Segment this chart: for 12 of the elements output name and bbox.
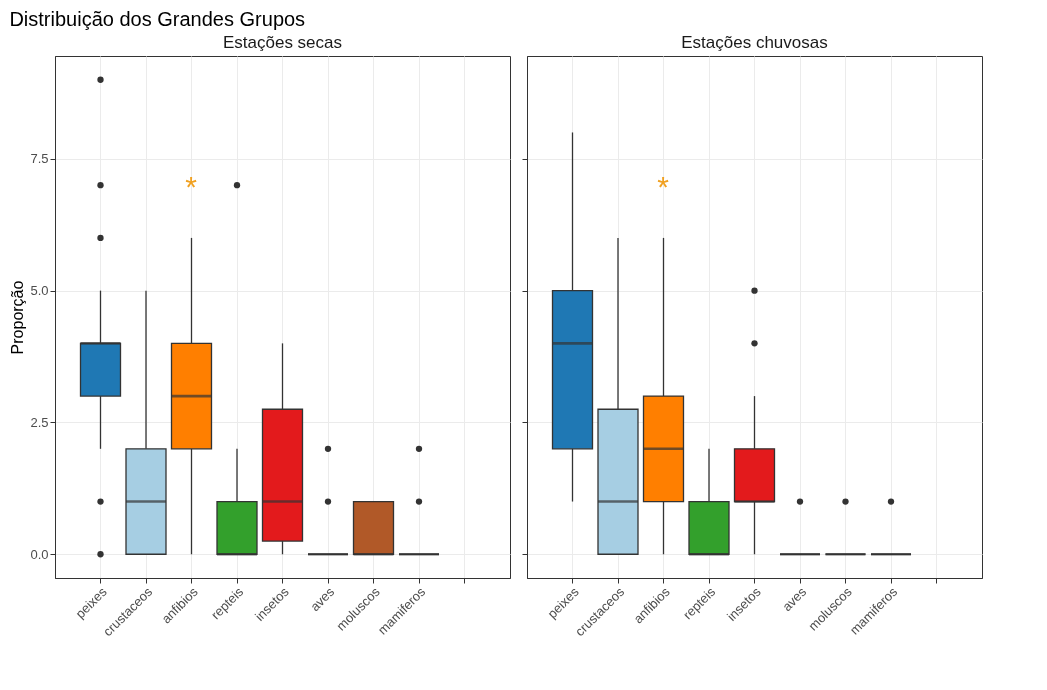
x-tick-label: aves (307, 583, 338, 615)
chart-title: Distribuição dos Grandes Grupos (9, 7, 306, 30)
annotation: * (657, 170, 670, 203)
y-tick-label: 5.0 (30, 283, 49, 299)
x-tick-label: aves (779, 583, 810, 615)
y-tick-label: 7.5 (30, 151, 49, 167)
y-tick-label: 2.5 (30, 414, 49, 430)
chart-subtitle: Estações secas (222, 33, 343, 52)
y-tick-label: 0.0 (30, 546, 49, 562)
chart-subtitle: Estações chuvosas (681, 33, 828, 52)
y-axis-title: Proporção (9, 280, 27, 355)
annotation: * (185, 170, 198, 203)
